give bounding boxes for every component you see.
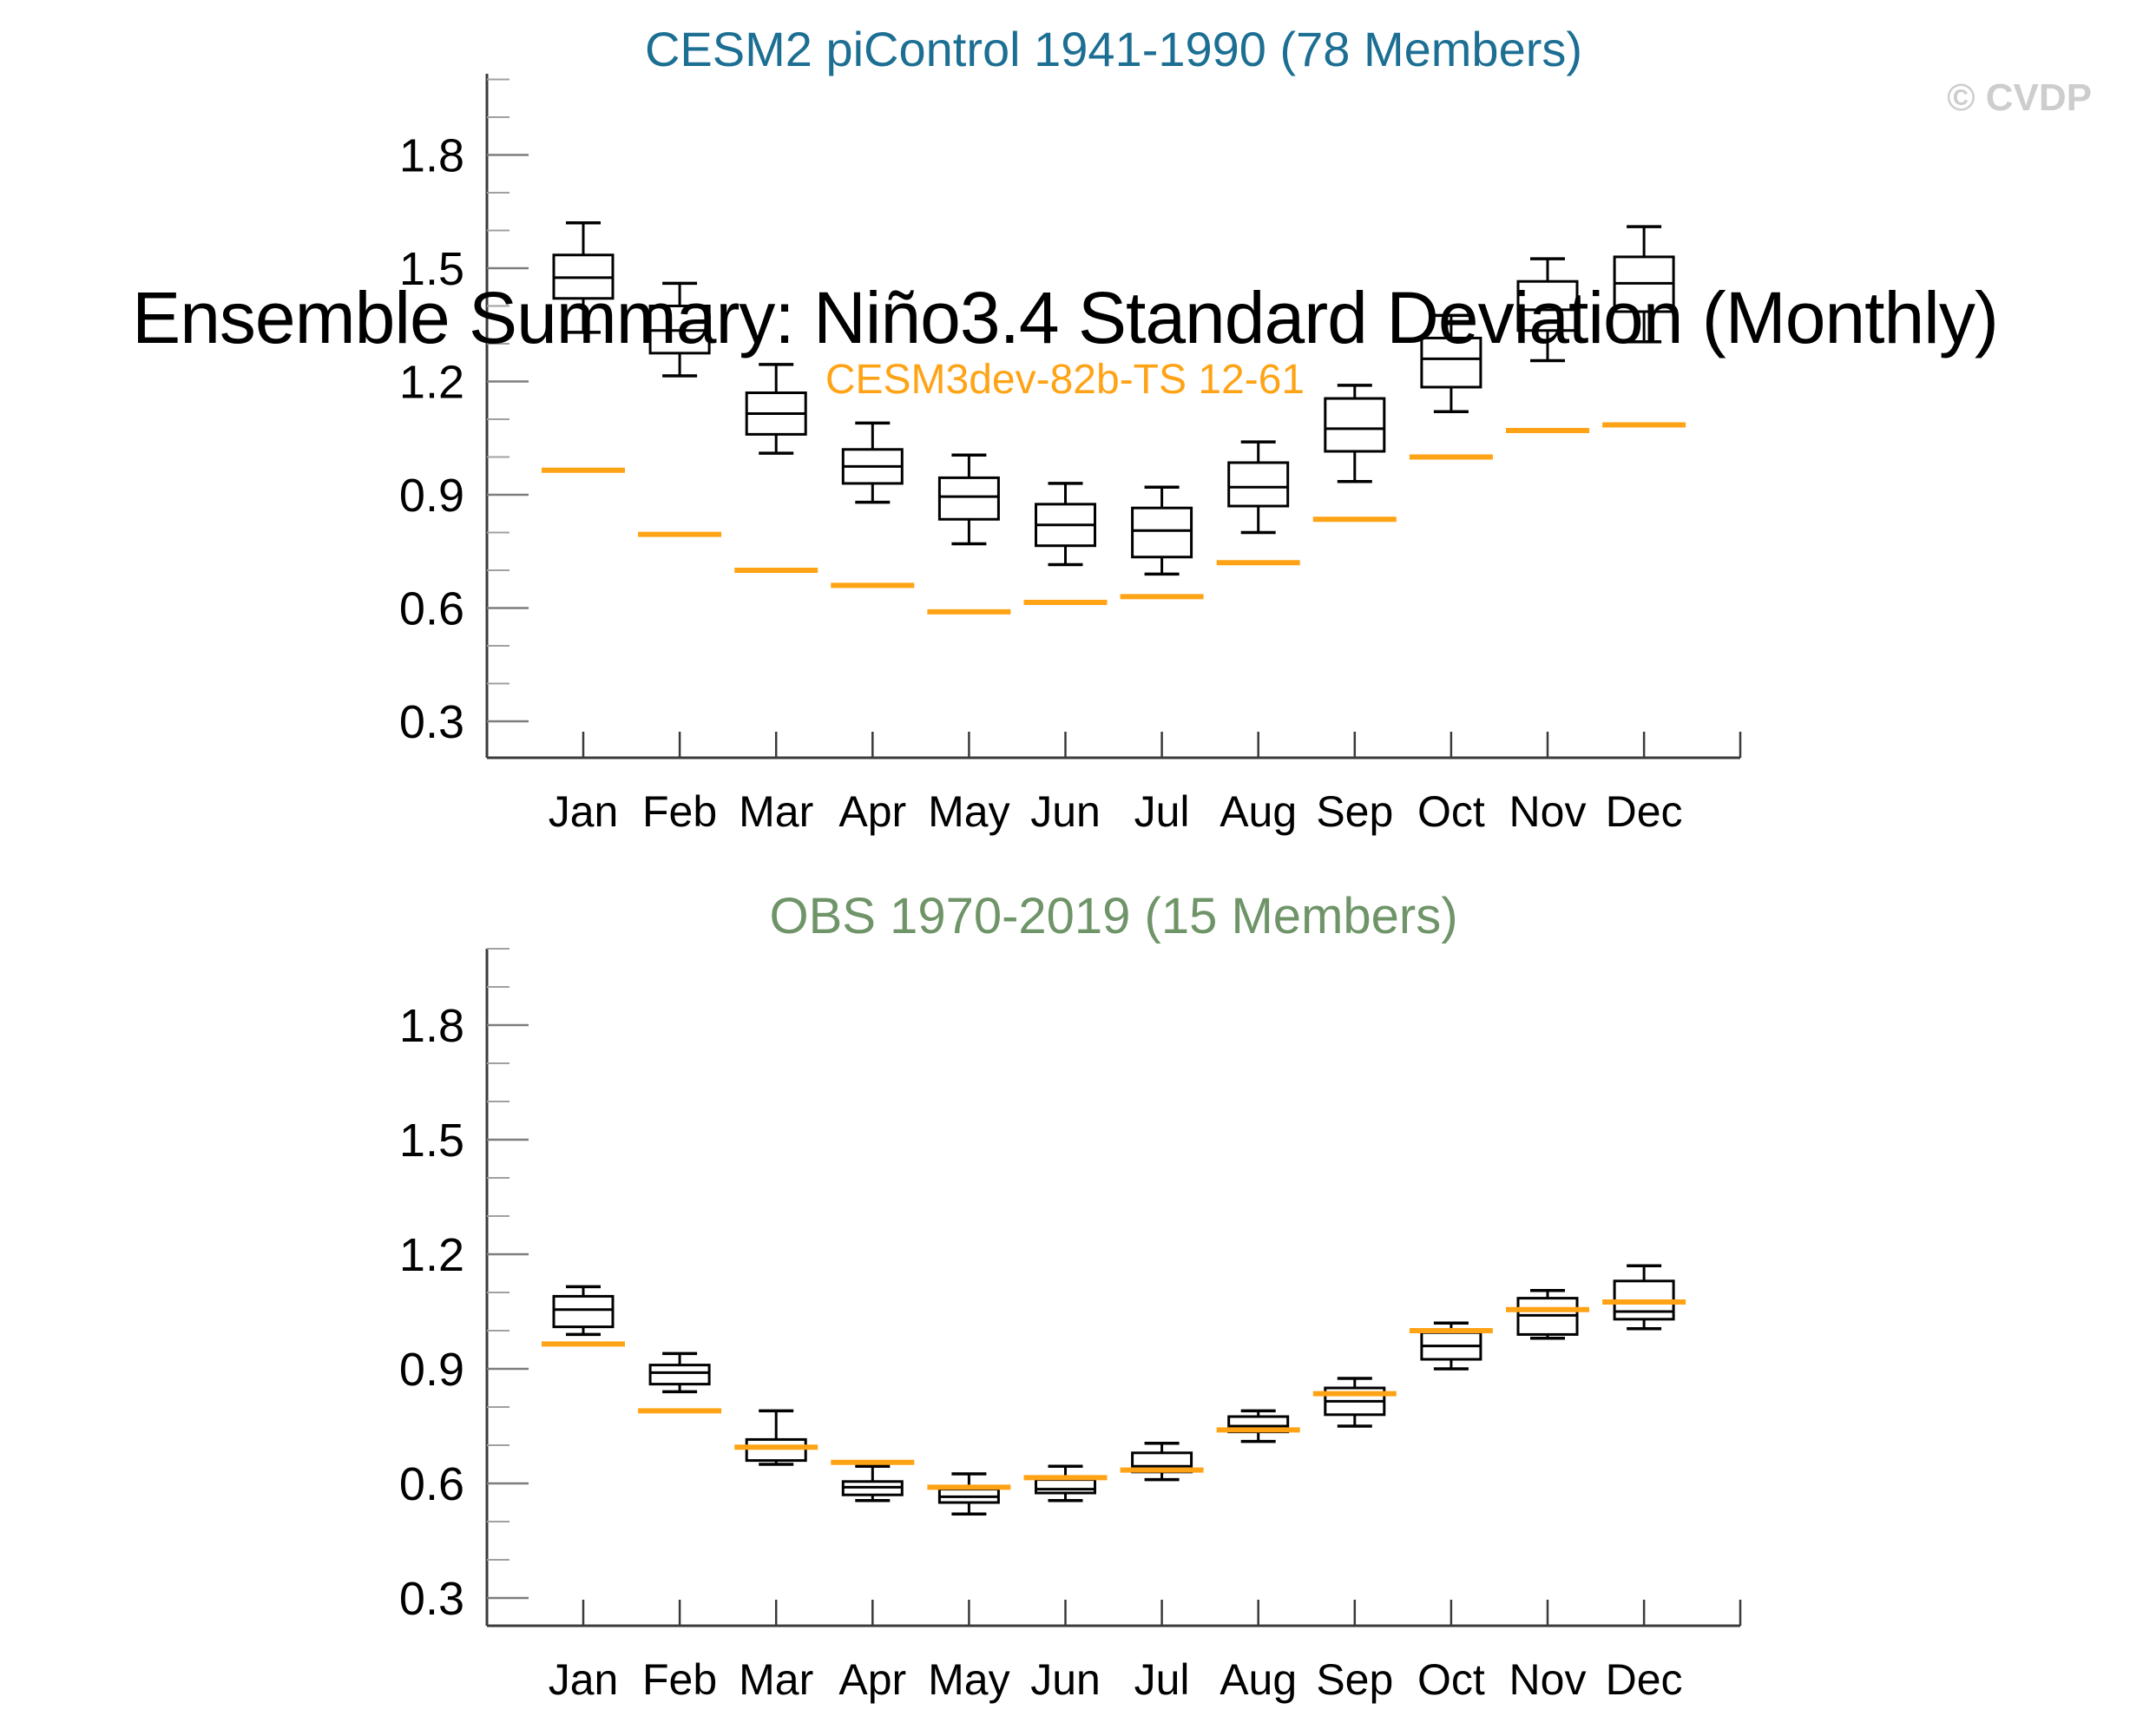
x-month-label: Feb [642,1655,717,1704]
iqr-box [552,1294,615,1329]
y-tick-label: 1.2 [399,356,464,408]
box-jul [1131,1442,1193,1482]
page-title: Ensemble Summary: Niño3.4 Standard Devia… [132,277,1999,358]
x-month-label: Oct [1417,787,1485,836]
y-tick-label: 0.3 [399,696,464,748]
x-month-label: Aug [1219,1655,1297,1704]
x-month-label: May [928,787,1009,836]
x-month-label: Jan [549,1655,619,1704]
x-month-label: Jan [549,787,619,836]
y-tick-label: 1.5 [399,1115,464,1167]
x-month-label: Apr [838,787,906,836]
top-panel-title: CESM2 piControl 1941-1990 (78 Members) [644,22,1583,76]
iqr-box [1420,336,1482,389]
x-month-label: Apr [838,1655,906,1704]
box-jul [1131,485,1193,576]
box-mar [745,1409,807,1466]
y-tick-label: 0.9 [399,470,464,522]
iqr-box [1516,279,1579,332]
iqr-box [1227,461,1290,508]
x-month-label: Oct [1417,1655,1485,1704]
box-feb [648,1351,711,1394]
y-tick-label: 1.8 [399,129,464,181]
iqr-box [1131,506,1193,559]
box-may [937,1472,1000,1516]
x-month-label: Aug [1219,787,1297,836]
iqr-box [1035,1478,1096,1495]
box-sep [1324,1377,1386,1428]
x-month-label: Mar [739,1655,813,1704]
box-aug [1227,1409,1290,1443]
x-month-label: Sep [1316,1655,1393,1704]
box-jan [552,221,615,334]
iqr-box [1324,397,1386,453]
box-jun [1035,1464,1096,1503]
y-tick-label: 1.2 [399,1229,464,1281]
y-tick-label: 1.5 [399,243,464,295]
box-may [937,453,1000,546]
x-month-label: Jul [1134,787,1190,836]
iqr-box [937,476,1000,521]
box-mar [745,363,807,455]
y-tick-label: 0.3 [399,1573,464,1625]
top-chart: 0.3 0.6 0.9 1.2 1.5 1.8 Jan Feb Mar Apr May Jun Jul A… [399,74,1742,836]
box-nov [1516,1289,1579,1340]
box-apr [841,421,904,504]
box-aug [1227,440,1290,535]
x-month-label: Sep [1316,787,1393,836]
y-tick-label: 1.8 [399,1000,464,1052]
box-sep [1324,384,1386,483]
y-tick-label: 0.6 [399,582,464,635]
x-month-label: May [928,1655,1009,1704]
bottom-chart: 0.3 0.6 0.9 1.2 1.5 1.8 Jan Feb Mar Apr May Jun Jul A… [399,948,1742,1704]
box-jan [552,1285,615,1337]
box-apr [841,1464,904,1503]
x-month-label: Feb [642,787,717,836]
bottom-panel-title: OBS 1970-2019 (15 Members) [769,888,1458,944]
cvdp-watermark: © CVDP [1947,76,2092,119]
x-month-label: Dec [1606,787,1683,836]
iqr-box [745,1437,807,1463]
overlay-run-label: CESM3dev-82b-TS 12-61 [825,357,1305,403]
y-tick-label: 0.6 [399,1458,464,1510]
iqr-box [648,1364,711,1386]
box-dec [1613,1264,1675,1331]
x-month-label: Dec [1606,1655,1683,1704]
y-tick-label: 0.9 [399,1344,464,1396]
box-oct [1420,313,1482,414]
box-nov [1516,257,1579,363]
x-month-label: Nov [1509,1655,1587,1704]
box-dec [1613,225,1675,344]
x-month-label: Mar [739,787,813,836]
box-feb [648,281,711,378]
x-month-label: Jun [1030,787,1101,836]
box-jun [1035,482,1096,567]
x-month-label: Nov [1509,787,1587,836]
x-month-label: Jul [1134,1655,1190,1704]
x-month-label: Jun [1030,1655,1101,1704]
